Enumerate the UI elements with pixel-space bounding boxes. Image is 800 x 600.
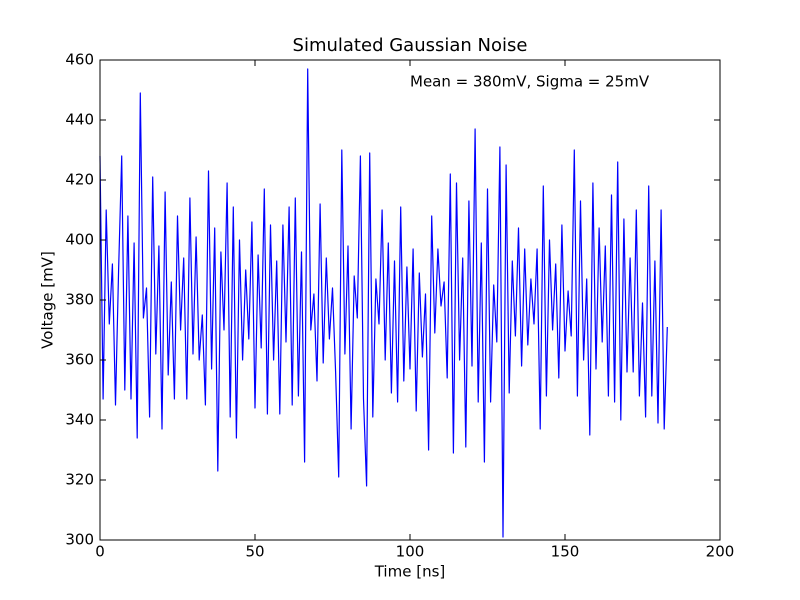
x-tick-label: 50 (245, 543, 264, 561)
y-axis-label: Voltage [mV] (39, 251, 57, 349)
x-tick-label: 200 (706, 543, 735, 561)
chart-title: Simulated Gaussian Noise (293, 35, 528, 56)
y-tick-label: 380 (65, 291, 94, 309)
y-tick-label: 300 (65, 531, 94, 549)
y-tick-label: 420 (65, 171, 94, 189)
y-tick-label: 360 (65, 351, 94, 369)
y-tick-label: 320 (65, 471, 94, 489)
annotation: Mean = 380mV, Sigma = 25mV (410, 73, 650, 91)
data-line (99, 68, 668, 538)
y-tick-label: 440 (65, 111, 94, 129)
y-tick-label: 340 (65, 411, 94, 429)
x-tick-label: 0 (95, 543, 105, 561)
y-tick-label: 460 (65, 51, 94, 69)
x-tick-label: 150 (551, 543, 580, 561)
x-axis-label: Time [ns] (374, 563, 446, 581)
y-tick-label: 400 (65, 231, 94, 249)
x-tick-label: 100 (396, 543, 425, 561)
